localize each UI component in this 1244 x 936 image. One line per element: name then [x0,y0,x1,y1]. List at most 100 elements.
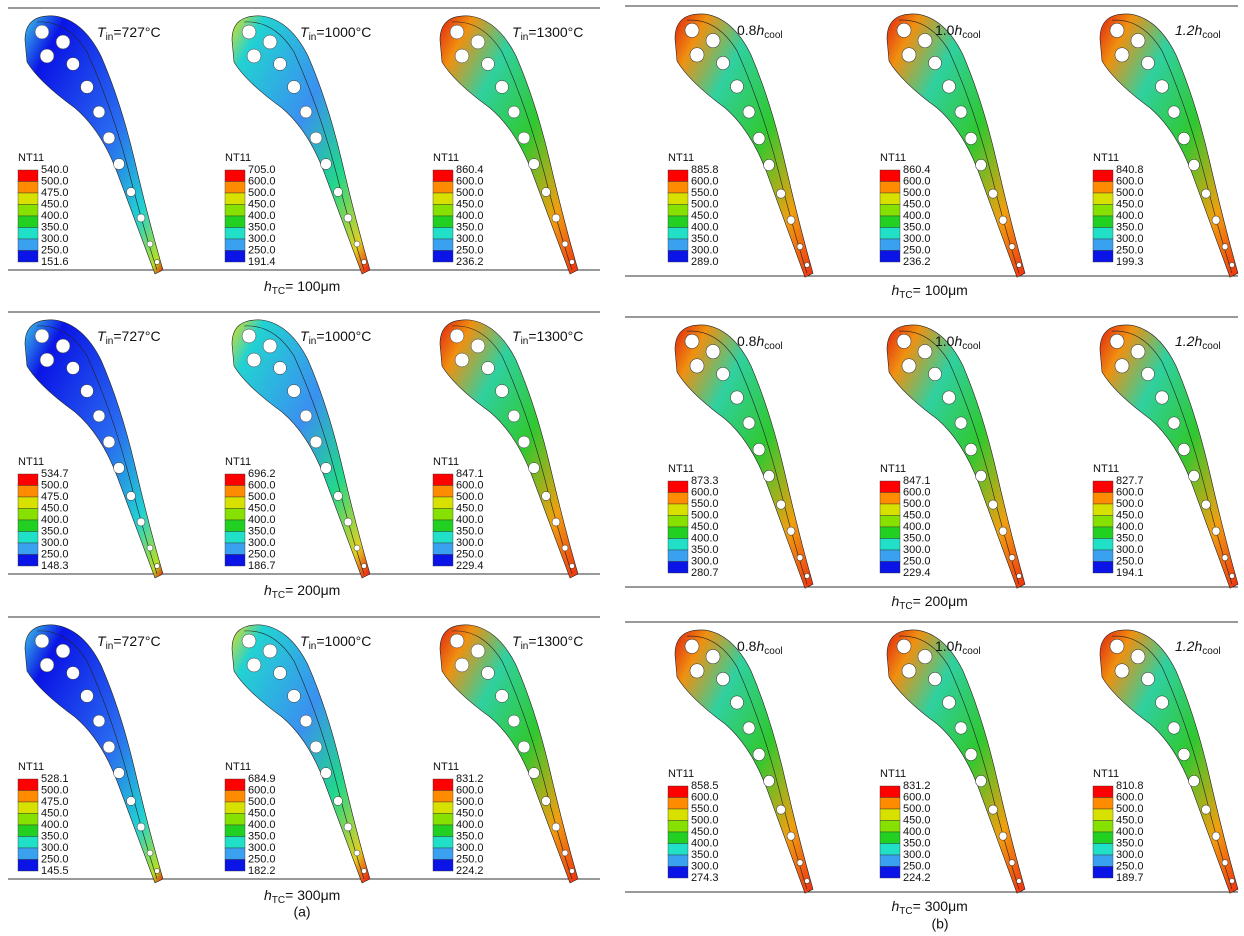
caption-text: = 100μm [913,282,968,298]
cooling-hole [114,768,125,779]
cooling-hole [787,216,795,224]
legend-label: 400.0 [691,532,719,544]
plot-title: Tin=727°C [97,633,161,652]
title-symbol: h [756,22,764,38]
legend-swatch [1093,821,1113,833]
cooling-hole [797,244,803,250]
legend-label: 500.0 [903,803,931,815]
legend-swatch [433,791,453,803]
cooling-hole [155,260,160,265]
legend-label: 300.0 [41,233,69,245]
figure: hTC= 100μmTin=727°CNT11540.0500.0475.045… [0,0,1244,936]
legend-title: NT11 [225,761,251,773]
cooling-hole [334,797,343,806]
legend-label: 600.0 [456,479,484,491]
legend-label: 885.8 [691,164,719,176]
cooling-hole [902,359,916,373]
cooling-hole [147,545,153,551]
cooling-hole [897,334,911,348]
cooling-hole [321,768,332,779]
legend-swatch [1093,493,1113,505]
legend-swatch [668,228,688,240]
cooling-hole [127,188,136,197]
cooling-hole [965,443,977,455]
legend-label: 229.4 [456,560,484,572]
row-caption: hTC= 100μm [892,282,968,301]
caption-symbol: h [264,278,272,294]
caption-text: = 200μm [285,582,340,598]
legend-swatch [225,520,245,532]
legend-title: NT11 [225,456,251,468]
legend-label: 300.0 [248,842,276,854]
cooling-hole [1222,860,1228,866]
legend-title: NT11 [18,456,44,468]
cooling-hole [685,23,699,37]
legend-label: 300.0 [903,849,931,861]
legend-swatch [433,486,453,498]
plot-title: Tin=727°C [97,328,161,347]
cooling-hole [918,344,932,358]
title-subscript: cool [764,646,782,657]
cooling-hole [1189,159,1200,170]
legend-label: 500.0 [903,187,931,199]
legend-swatch [433,228,453,240]
legend-swatch [225,555,245,567]
cooling-hole [902,48,916,62]
cooling-hole [902,664,916,678]
legend-label: 300.0 [691,244,719,256]
legend-swatch [18,509,38,521]
legend-label: 400.0 [1116,210,1144,222]
cooling-hole [753,748,765,760]
cooling-hole [1212,216,1220,224]
legend-label: 236.2 [903,256,931,268]
cooling-hole [805,573,810,578]
cooling-hole [529,768,540,779]
legend-swatch [1093,216,1113,228]
cooling-hole [1115,359,1129,373]
cooling-hole [955,722,967,734]
cooling-hole [999,832,1007,840]
plot: Tin=1300°CNT11831.2600.0500.0450.0400.03… [433,625,583,883]
legend-swatch [668,550,688,562]
cooling-hole [496,81,509,94]
cooling-hole [300,715,312,727]
legend-label: 300.0 [248,233,276,245]
cooling-hole [127,492,136,501]
legend-swatch [433,848,453,860]
title-subscript: cool [962,341,980,352]
title-text: =1000°C [316,328,371,344]
cooling-hole [35,329,49,343]
cooling-hole [263,35,277,49]
cooling-hole [455,658,469,672]
legend-label: 300.0 [1116,233,1144,245]
cooling-hole [518,436,530,448]
legend-label: 500.0 [691,198,719,210]
legend-label: 847.1 [903,475,931,487]
plot-title: 1.2hcool [1175,638,1221,657]
title-symbol: h [954,22,962,38]
legend-swatch [880,821,900,833]
legend-swatch [880,481,900,493]
cooling-hole [518,741,530,753]
cooling-hole [274,58,287,71]
legend-label: 831.2 [456,773,484,785]
legend-swatch [225,205,245,217]
legend-swatch [668,493,688,505]
cooling-hole [310,436,322,448]
legend-label: 400.0 [248,514,276,526]
cooling-hole [103,132,115,144]
legend-label: 400.0 [456,514,484,526]
cooling-hole [482,58,495,71]
legend-swatch [1093,228,1113,240]
plot-title: Tin=1300°C [512,328,583,347]
cooling-hole [690,664,704,678]
legend-label: 300.0 [903,233,931,245]
caption-text: = 300μm [285,887,340,903]
legend-swatch [880,550,900,562]
legend-swatch [1093,170,1113,182]
title-subscript: cool [1202,646,1220,657]
legend-swatch [880,539,900,551]
cooling-hole [552,823,560,831]
legend-swatch [1093,516,1113,528]
legend-swatch [18,520,38,532]
